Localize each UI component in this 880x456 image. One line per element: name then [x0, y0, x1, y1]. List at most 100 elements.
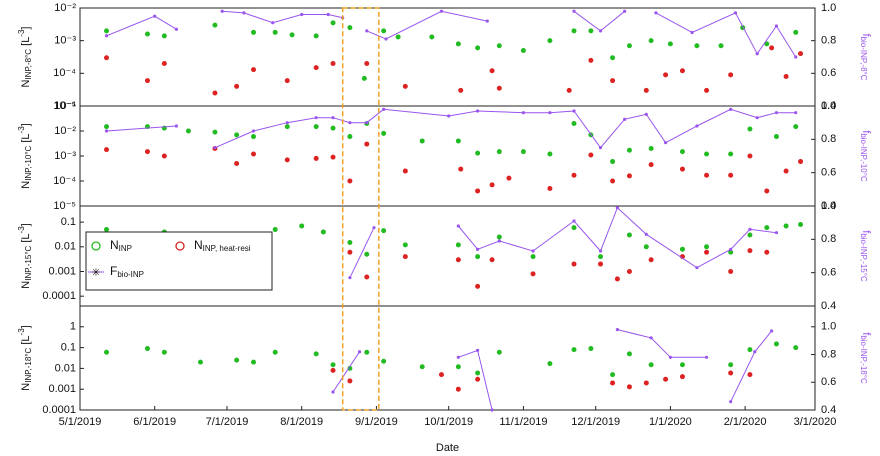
point — [496, 149, 502, 155]
y2-tick-label: 0.8 — [821, 35, 836, 47]
point — [643, 87, 649, 93]
point — [357, 350, 362, 354]
y2-axis-label-part: bio-INP,-15°C — [859, 233, 868, 282]
point — [728, 268, 734, 274]
point — [654, 11, 658, 15]
point — [485, 19, 489, 23]
y-axis-label-part: INP,-10°C — [24, 145, 33, 180]
point — [747, 232, 753, 238]
point — [364, 349, 370, 355]
legend-marker — [91, 241, 101, 251]
y2-tick-label: 0.8 — [821, 133, 836, 145]
point — [547, 361, 553, 367]
point — [610, 159, 616, 165]
legend-label-sub: INP, heat-resi — [203, 244, 251, 253]
y-axis-label-part: -3 — [17, 29, 26, 37]
point — [623, 117, 627, 121]
point — [588, 152, 594, 158]
point — [773, 341, 779, 347]
point — [520, 149, 526, 155]
y-axis-label-part: ] — [20, 223, 32, 226]
point — [615, 206, 619, 210]
point — [348, 121, 352, 125]
point — [251, 29, 257, 35]
point — [242, 11, 246, 15]
point — [747, 347, 753, 353]
point — [729, 107, 733, 111]
point — [798, 222, 804, 228]
y-tick-label: 0.1 — [61, 342, 76, 354]
point — [598, 249, 603, 253]
y2-tick-label: 0.6 — [821, 167, 836, 179]
point — [402, 83, 408, 89]
point — [572, 219, 576, 223]
point — [489, 68, 495, 74]
y2-tick-label: 1.0 — [821, 2, 836, 14]
point — [794, 55, 798, 59]
highlight-box — [341, 7, 380, 411]
point — [598, 261, 604, 267]
point — [774, 111, 779, 115]
point — [679, 166, 685, 172]
y-axis-label-part: ] — [20, 27, 32, 30]
point — [623, 9, 627, 13]
point — [769, 45, 775, 51]
legend-label-text: N — [194, 238, 203, 252]
point — [572, 109, 576, 113]
y2-tick-label: 0.8 — [821, 233, 836, 245]
point — [648, 362, 654, 368]
point — [313, 65, 319, 71]
point — [704, 151, 710, 157]
y-tick-label: 0.001 — [48, 265, 76, 277]
point — [439, 9, 444, 13]
point — [251, 151, 257, 157]
y-tick-label: 0.01 — [55, 241, 76, 253]
point — [144, 149, 150, 155]
point — [521, 111, 526, 115]
point — [284, 157, 290, 163]
legend-label-sub: bio-INP — [117, 270, 144, 279]
point — [144, 78, 150, 84]
point — [382, 107, 386, 111]
point — [153, 14, 157, 18]
y2-axis-label: fbio-INP,-15°C — [859, 230, 872, 282]
point — [185, 128, 191, 134]
y-axis-label: NINP,-18°C [L-3] — [17, 325, 33, 390]
y-axis-label-part: [L — [20, 133, 32, 145]
point — [764, 225, 770, 231]
point — [530, 271, 536, 277]
point — [272, 227, 278, 233]
point — [402, 242, 408, 248]
point — [610, 372, 616, 378]
y2-axis-label: fbio-INP,-8°C — [859, 33, 872, 80]
panel-frame — [79, 105, 816, 207]
point — [455, 257, 461, 263]
point — [364, 60, 370, 66]
legend-label-text: N — [110, 238, 119, 252]
y-axis-label-part: -3 — [17, 226, 26, 234]
point — [728, 370, 734, 376]
point — [531, 249, 535, 253]
point — [626, 384, 632, 390]
point — [793, 345, 799, 351]
point — [774, 24, 779, 28]
point — [234, 132, 240, 138]
point — [213, 146, 217, 150]
x-tick-label: 3/1/2020 — [794, 416, 837, 428]
point — [753, 350, 757, 354]
point — [314, 116, 318, 120]
point — [496, 43, 502, 49]
legend-label: Fbio-INP — [110, 264, 144, 279]
point — [347, 178, 353, 184]
point — [330, 362, 336, 368]
point — [764, 249, 770, 255]
y-axis-label-part: N — [20, 80, 32, 88]
y2-axis-label-part: f — [860, 230, 872, 234]
point — [320, 229, 326, 235]
point — [679, 149, 685, 155]
point — [626, 268, 632, 274]
point — [104, 28, 110, 34]
point — [381, 130, 387, 136]
point — [161, 349, 167, 355]
x-tick-label: 5/1/2019 — [59, 416, 102, 428]
